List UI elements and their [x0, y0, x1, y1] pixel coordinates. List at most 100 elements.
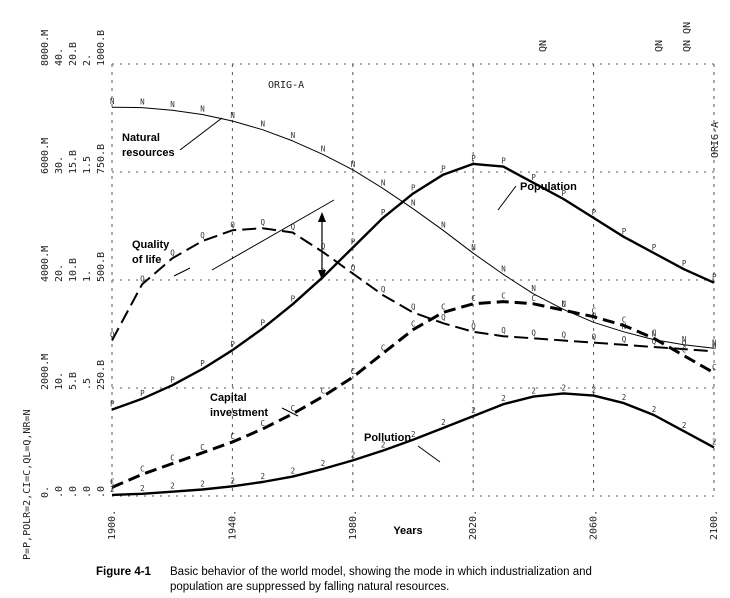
natural-resources-point: N [140, 98, 145, 107]
population-point: P [411, 184, 416, 193]
pollution-point: 2 [622, 393, 627, 402]
series-key: P=P,POLR=2,CI=C,QL=Q,NR=N [22, 409, 33, 560]
quality-of-life-point: Q [351, 264, 356, 273]
capital-investment-point: C [471, 294, 476, 303]
population-point: P [351, 238, 356, 247]
y-scale-tick: .0 [82, 486, 93, 498]
natural-resources-point: N [200, 105, 205, 114]
pollution-point: 2 [652, 405, 657, 414]
capital-investment-point: C [682, 346, 687, 355]
population-point: P [200, 359, 205, 368]
x-tick-label: 1940. [227, 510, 238, 540]
orig-label: ORIG-A [268, 80, 304, 91]
quality-of-life-point: Q [200, 231, 205, 240]
reference-diagonal-line [211, 199, 335, 271]
population-point: P [501, 157, 506, 166]
pollution-point: 2 [381, 441, 386, 450]
y-scale-tick: 20. [54, 264, 65, 282]
capital-investment-point: C [261, 419, 266, 428]
y-scale-tick: 2000.M [40, 354, 51, 390]
y-scale-tick: 20.B [68, 42, 79, 66]
y-scale-tick: 30. [54, 156, 65, 174]
y-scale-tick: .5 [82, 378, 93, 390]
population-point: P [261, 319, 266, 328]
pollution-point: 2 [140, 484, 145, 493]
quality-of-life-label: Quality [132, 239, 170, 251]
capital-investment-point: C [592, 307, 597, 316]
population-point: P [381, 208, 386, 217]
population-point: P [682, 259, 687, 268]
population-point: P [230, 340, 235, 349]
natural-resources-point: N [351, 160, 356, 169]
capital-investment-point: C [200, 443, 205, 452]
natural-resources-point: N [501, 264, 506, 273]
quality-of-life-point: Q [652, 337, 657, 346]
capital-investment-point: C [652, 328, 657, 337]
pollution-point: 2 [411, 430, 416, 439]
quality-of-life-pointer [173, 267, 191, 277]
pollution-point: 2 [321, 459, 326, 468]
y-scale-tick: 15.B [68, 150, 79, 174]
capital-investment-point: C [230, 432, 235, 441]
pollution-label: Pollution [364, 432, 411, 444]
y-scale-tick: 1.5 [82, 156, 93, 174]
quality-of-life-point: Q [622, 335, 627, 344]
top-right-mark: QN [654, 40, 665, 52]
quality-of-life-point: Q [381, 285, 386, 294]
quality-of-life-label: of life [132, 254, 161, 266]
natural-resources-point: N [321, 144, 326, 153]
y-scale-tick: 1. [82, 270, 93, 282]
quality-of-life-point: Q [140, 274, 145, 283]
quality-of-life-point: Q [441, 313, 446, 322]
capital-investment-point: C [501, 292, 506, 301]
x-axis-label: Years [393, 525, 422, 537]
population-point: P [652, 243, 657, 252]
x-tick-label: 2020. [468, 510, 479, 540]
quality-of-life-point: Q [531, 328, 536, 337]
capital-investment-pointer [281, 407, 299, 417]
quality-of-life-line [111, 227, 715, 353]
natural-resources-point: N [230, 111, 235, 120]
population-point: P [291, 294, 296, 303]
pollution-point: 2 [110, 485, 115, 494]
y-scale-tick: 10.B [68, 258, 79, 282]
x-tick-label: 2100. [709, 510, 720, 540]
y-scale-tick: 250.B [96, 360, 107, 390]
population-line [111, 162, 715, 411]
quality-of-life-point: Q [562, 330, 567, 339]
pollution-line [111, 392, 715, 497]
y-scale-tick: 1000.B [96, 30, 107, 66]
x-tick-label: 1900. [107, 510, 118, 540]
y-scale-tick: .0 [68, 486, 79, 498]
quality-of-life-point: Q [411, 302, 416, 311]
pollution-point: 2 [351, 450, 356, 459]
y-scale-tick: 6000.M [40, 138, 51, 174]
top-right-mark: QN [538, 40, 549, 52]
capital-investment-point: C [321, 387, 326, 396]
population-point: P [170, 375, 175, 384]
pollution-point: 2 [291, 467, 296, 476]
capital-investment-point: C [411, 320, 416, 329]
natural-resources-point: N [261, 120, 266, 129]
natural-resources-point: N [712, 338, 717, 347]
quality-of-life-point: Q [712, 341, 717, 350]
capital-investment-point: C [441, 302, 446, 311]
pollution-point: 2 [682, 421, 687, 430]
natural-resources-point: N [531, 284, 536, 293]
pollution-point: 2 [501, 394, 506, 403]
y-scale-tick: 10. [54, 372, 65, 390]
population-point: P [441, 165, 446, 174]
natural-resources-point: N [381, 178, 386, 187]
chart-grid [111, 63, 715, 497]
quality-of-life-point: Q [261, 218, 266, 227]
natural-resources-label: Natural [122, 132, 160, 144]
natural-resources-point: N [652, 330, 657, 339]
capital-investment-point: C [622, 315, 627, 324]
gap-arrow-head-down [318, 270, 326, 280]
population-point: P [471, 154, 476, 163]
natural-resources-point: N [441, 220, 446, 229]
quality-of-life-point: Q [501, 326, 506, 335]
y-scale-tick: 2. [82, 54, 93, 66]
x-tick-label: 1980. [348, 510, 359, 540]
